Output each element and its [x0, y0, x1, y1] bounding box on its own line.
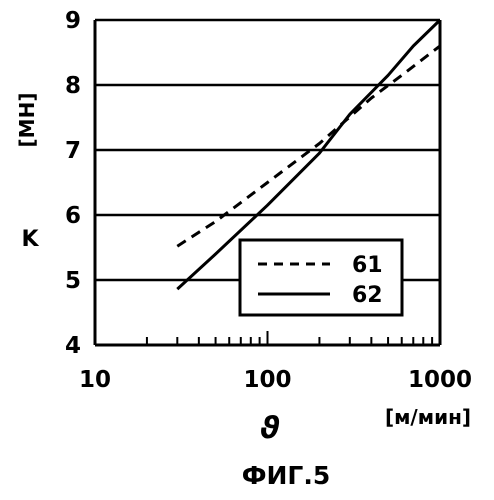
y-tick-label-6: 6	[65, 203, 81, 229]
y-axis-unit: [MH]	[15, 93, 39, 148]
legend-label-61: 61	[352, 253, 383, 278]
legend: 61 62	[240, 240, 402, 315]
legend-label-62: 62	[352, 283, 383, 308]
y-tick-label-8: 8	[65, 73, 81, 99]
y-tick-label-9: 9	[65, 8, 81, 34]
figure-caption: ФИГ.5	[242, 461, 331, 490]
y-tick-label-4: 4	[65, 333, 81, 359]
x-axis-label: ϑ	[260, 411, 280, 446]
x-tick-label-10: 10	[79, 367, 111, 393]
x-tick-label-100: 100	[243, 367, 291, 393]
y-tick-label-5: 5	[65, 268, 81, 294]
y-tick-label-7: 7	[65, 138, 81, 164]
x-tick-label-1000: 1000	[408, 367, 472, 393]
x-axis-unit: [м/мин]	[385, 405, 471, 429]
y-axis-label: K	[21, 227, 39, 252]
